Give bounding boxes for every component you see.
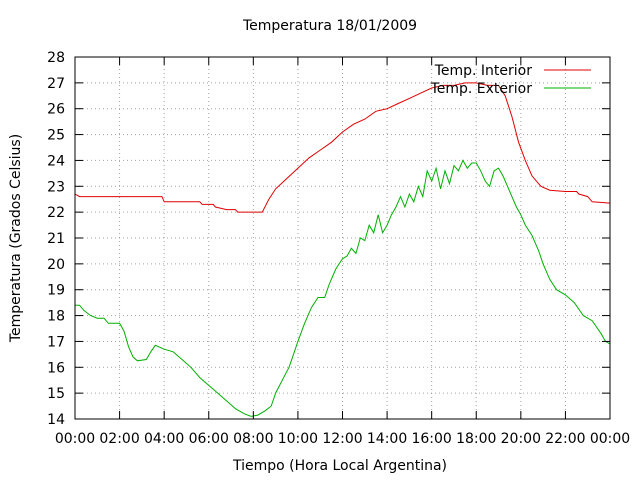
x-tick-label: 02:00	[99, 431, 139, 447]
y-tick-label: 21	[47, 231, 65, 247]
y-tick-label: 25	[47, 128, 65, 144]
y-tick-label: 18	[47, 309, 65, 325]
x-axis-title: Tiempo (Hora Local Argentina)	[232, 458, 447, 474]
y-tick-label: 28	[47, 50, 65, 66]
y-tick-label: 14	[47, 412, 65, 428]
legend-label-2: Temp. Exterior	[430, 81, 533, 97]
y-axis-title: Temperatura (Grados Celsius)	[8, 134, 24, 343]
legend-label-1: Temp. Interior	[434, 63, 533, 79]
x-tick-label: 12:00	[322, 431, 362, 447]
chart-title: Temperatura 18/01/2009	[242, 18, 417, 34]
y-tick-label: 16	[47, 360, 65, 376]
x-tick-label: 14:00	[367, 431, 407, 447]
x-tick-label: 20:00	[501, 431, 541, 447]
x-tick-label: 00:00	[55, 431, 95, 447]
series-line-2	[75, 159, 611, 417]
x-tick-label: 18:00	[456, 431, 496, 447]
grid	[75, 57, 610, 419]
legend: Temp. Interior Temp. Exterior	[430, 63, 591, 97]
y-tick-label: 19	[47, 283, 65, 299]
y-tick-label: 20	[47, 257, 65, 273]
y-tick-label: 22	[47, 205, 65, 221]
x-tick-label: 16:00	[411, 431, 451, 447]
x-tick-label: 10:00	[278, 431, 318, 447]
y-tick-label: 26	[47, 102, 65, 118]
x-tick-label: 08:00	[233, 431, 273, 447]
y-tick-label: 24	[47, 153, 65, 169]
x-tick-label: 22:00	[545, 431, 585, 447]
series-lines	[74, 82, 611, 417]
y-tick-label: 15	[47, 386, 65, 402]
x-tick-label: 06:00	[189, 431, 229, 447]
y-tick-label: 23	[47, 179, 65, 195]
series-line-1	[74, 82, 611, 213]
y-tick-label: 17	[47, 334, 65, 350]
y-tick-label: 27	[47, 76, 65, 92]
x-tick-label: 00:00	[590, 431, 630, 447]
x-tick-label: 04:00	[144, 431, 184, 447]
